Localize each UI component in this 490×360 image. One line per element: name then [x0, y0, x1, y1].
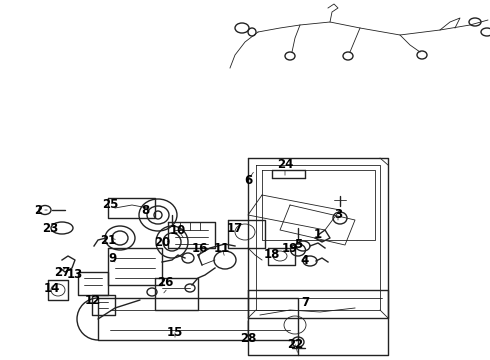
Text: 7: 7	[301, 296, 309, 309]
Text: 4: 4	[301, 255, 309, 267]
Text: 17: 17	[227, 221, 243, 234]
Text: 12: 12	[85, 293, 101, 306]
Text: 21: 21	[100, 234, 116, 247]
Text: 1: 1	[314, 229, 322, 242]
Text: 16: 16	[192, 242, 208, 255]
Text: 23: 23	[42, 221, 58, 234]
Text: 19: 19	[282, 242, 298, 255]
Text: 3: 3	[334, 208, 342, 221]
Text: 26: 26	[157, 276, 173, 289]
Text: 11: 11	[214, 242, 230, 255]
Text: 15: 15	[167, 325, 183, 338]
Text: 20: 20	[154, 235, 170, 248]
Text: 10: 10	[170, 224, 186, 237]
Text: 14: 14	[44, 282, 60, 294]
Text: 25: 25	[102, 198, 118, 211]
Text: 6: 6	[244, 174, 252, 186]
Text: 24: 24	[277, 158, 293, 171]
Text: 22: 22	[287, 338, 303, 351]
Text: 13: 13	[67, 269, 83, 282]
Text: 2: 2	[34, 203, 42, 216]
Text: 27: 27	[54, 266, 70, 279]
Text: 9: 9	[108, 252, 116, 265]
Text: 28: 28	[240, 332, 256, 345]
Text: 5: 5	[294, 238, 302, 251]
Text: 18: 18	[264, 248, 280, 261]
Text: 8: 8	[141, 203, 149, 216]
